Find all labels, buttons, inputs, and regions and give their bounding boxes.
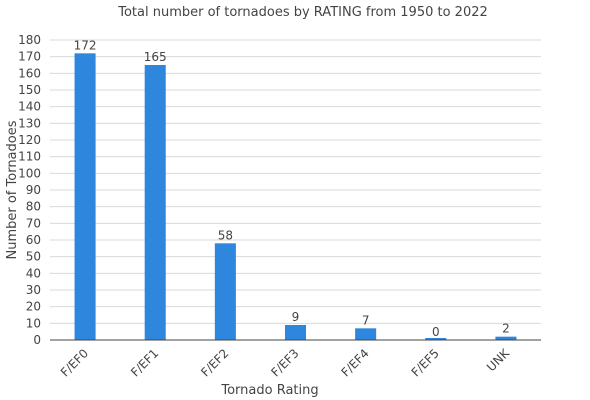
bar-f-ef5: [425, 338, 447, 340]
y-tick-label: 60: [26, 233, 41, 247]
bar-f-ef0: [74, 53, 96, 340]
x-tick-label: F/EF0: [58, 346, 91, 379]
y-tick-label: 30: [26, 283, 41, 297]
data-label: 58: [218, 228, 233, 242]
data-label: 0: [432, 325, 440, 339]
y-tick-label: 150: [18, 83, 41, 97]
x-tick-label: F/EF1: [128, 346, 161, 379]
data-label: 2: [502, 322, 510, 336]
x-tick-labels: F/EF0 F/EF1 F/EF2 F/EF3 F/EF4 F/EF5 UNK: [58, 345, 513, 379]
y-tick-label: 180: [18, 33, 41, 47]
y-tick-label: 50: [26, 250, 41, 264]
y-tick-label: 10: [26, 316, 41, 330]
x-tick-label: F/EF2: [198, 346, 231, 379]
y-tick-label: 100: [18, 166, 41, 180]
y-tick-label: 170: [18, 50, 41, 64]
data-label: 7: [362, 313, 370, 327]
y-tick-label: 20: [26, 300, 41, 314]
y-axis-label: Number of Tornadoes: [5, 120, 20, 259]
data-label: 165: [144, 50, 167, 64]
bar-unk: [495, 336, 517, 340]
y-tick-labels: 0 10 20 30 40 50 60 70 80 90 100 110 120 130 140 150 160…: [18, 33, 41, 347]
x-tick-label: F/EF4: [338, 346, 371, 379]
data-labels: 172 165 58 9 7 0 2: [74, 38, 510, 339]
bar-f-ef4: [355, 328, 377, 340]
bar-f-ef2: [214, 243, 236, 340]
bars: [74, 53, 517, 340]
y-tick-label: 80: [26, 200, 41, 214]
y-tick-label: 160: [18, 66, 41, 80]
y-tick-label: 110: [18, 150, 41, 164]
grid-lines: [50, 39, 541, 324]
data-label: 172: [74, 38, 97, 52]
x-tick-label: F/EF5: [409, 346, 442, 379]
x-tick-label: F/EF3: [268, 346, 301, 379]
y-tick-label: 120: [18, 133, 41, 147]
y-tick-label: 130: [18, 116, 41, 130]
y-tick-label: 0: [33, 333, 41, 347]
y-tick-label: 140: [18, 100, 41, 114]
x-tick-label: UNK: [484, 345, 513, 374]
y-tick-label: 40: [26, 266, 41, 280]
bar-f-ef1: [144, 65, 166, 340]
y-tick-label: 90: [26, 183, 41, 197]
data-label: 9: [292, 310, 300, 324]
bar-f-ef3: [284, 325, 307, 340]
x-axis-label: Tornado Rating: [220, 383, 318, 398]
y-tick-label: 70: [26, 216, 41, 230]
chart-title: Total number of tornadoes by RATING from…: [117, 5, 488, 20]
